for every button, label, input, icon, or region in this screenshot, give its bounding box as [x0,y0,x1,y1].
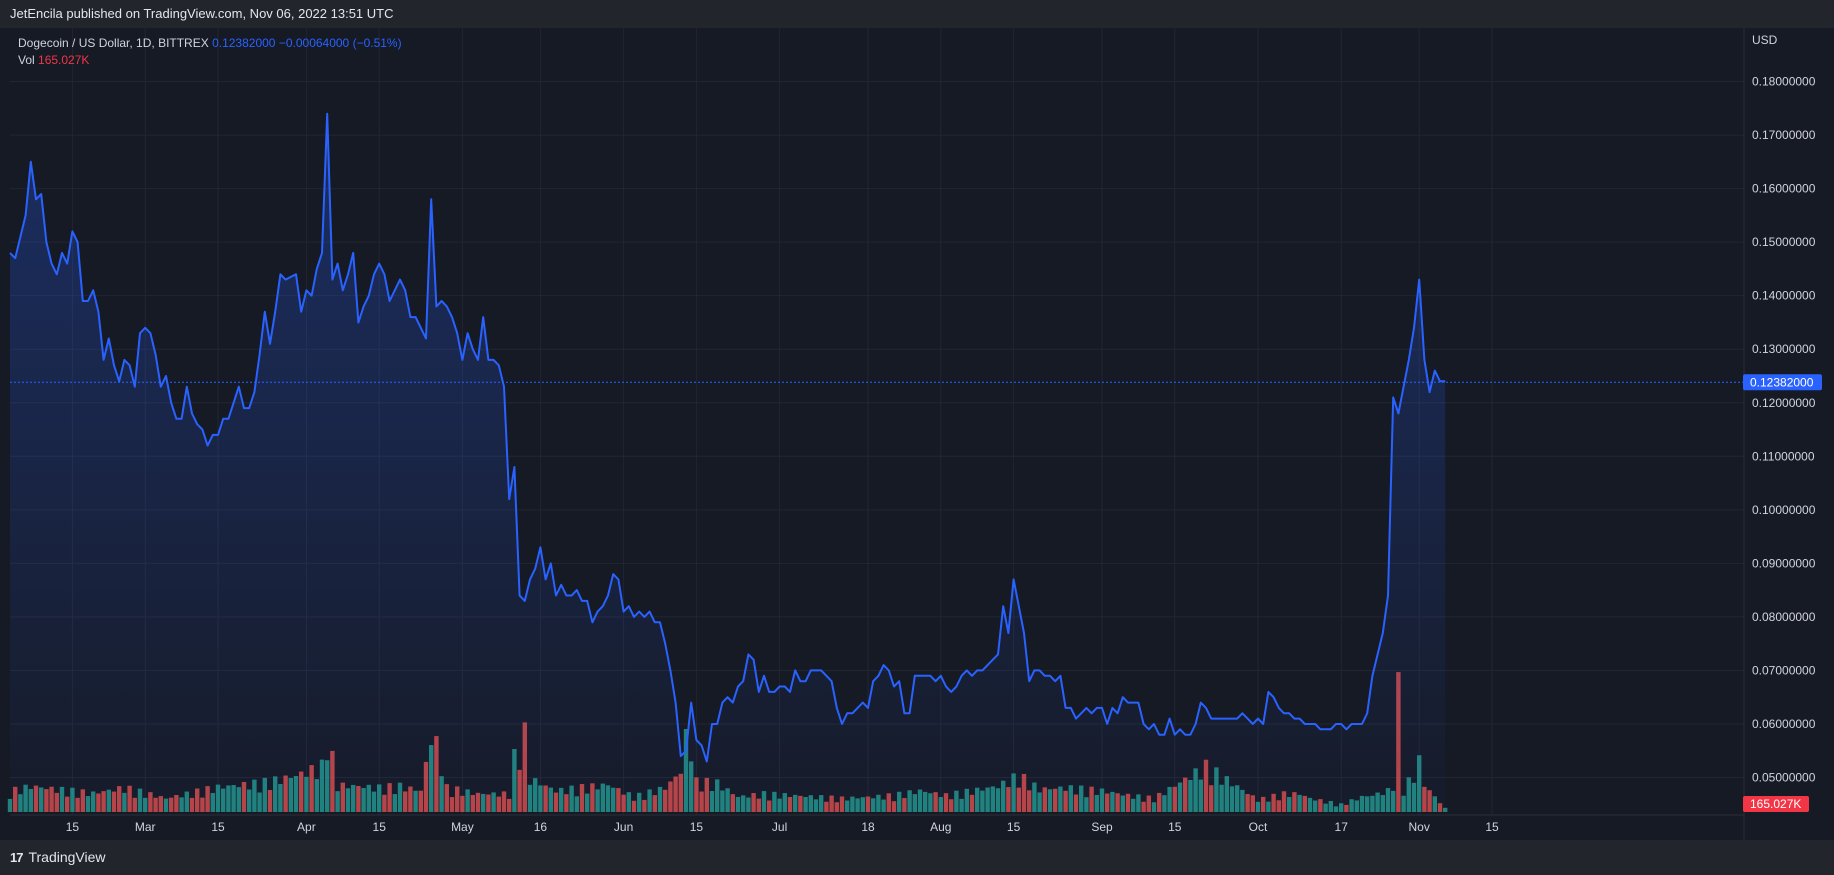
price-area-fill [10,113,1446,812]
y-tick-label: 0.10000000 [1752,503,1816,517]
x-tick-label: 15 [211,820,225,834]
last-volume-tag [1743,796,1809,812]
price-area [10,113,1446,812]
x-tick-label: Apr [297,820,316,834]
x-tick-label: May [451,820,474,834]
x-tick-label: 18 [861,820,875,834]
price-chart[interactable]: USD 0.05000000 0.06000000 0.07000000 0.0800… [0,28,1834,840]
x-tick-label: Mar [135,820,156,834]
y-tick-label: 0.08000000 [1752,610,1816,624]
x-tick-label: 17 [1335,820,1349,834]
x-tick-label: Jul [772,820,787,834]
y-tick-label: 0.13000000 [1752,342,1816,356]
volume-value: 165.027K [38,53,90,67]
y-tick-label: 0.17000000 [1752,128,1816,142]
symbol-change: −0.00064000 (−0.51%) [278,36,402,50]
x-tick-label: 15 [1007,820,1021,834]
x-tick-label: Aug [930,820,951,834]
y-tick-label: 0.14000000 [1752,289,1816,303]
price-line-path [9,112,1446,763]
volume-label[interactable]: Vol [18,53,35,67]
x-axis-ticks: 15 Mar 15 Apr 15 May 16 Jun 15 Jul 18 Aug 15 Sep 15 Oct… [66,820,1499,834]
y-tick-label: 0.18000000 [1752,75,1816,89]
x-tick-label: Sep [1091,820,1113,834]
y-axis-ticks: 0.05000000 0.06000000 0.07000000 0.08000000… [1752,75,1816,785]
tradingview-logo-icon: 17 [10,849,24,865]
tradingview-brand[interactable]: 17 TradingView [10,849,106,865]
last-price-tag [1743,374,1822,391]
y-tick-label: 0.07000000 [1752,663,1816,677]
y-tick-label: 0.16000000 [1752,182,1816,196]
chart-legend: Dogecoin / US Dollar, 1D, BITTREX 0.1238… [18,35,402,69]
y-tick-label: 0.11000000 [1752,449,1815,463]
volume-line: Vol 165.027K [18,52,402,69]
symbol-name[interactable]: Dogecoin / US Dollar, 1D, BITTREX [18,36,209,50]
x-tick-label: 15 [373,820,387,834]
x-tick-label: 15 [66,820,80,834]
last-volume-label: 165.027K [1750,797,1801,811]
top-bar: JetEncila published on TradingView.com, … [0,0,1834,28]
brand-name: TradingView [28,849,106,865]
publish-info: JetEncila published on TradingView.com, … [10,6,394,21]
symbol-line: Dogecoin / US Dollar, 1D, BITTREX 0.1238… [18,35,402,52]
last-price-label: 0.12382000 [1750,375,1814,389]
y-tick-label: 0.15000000 [1752,235,1816,249]
y-tick-label: 0.06000000 [1752,717,1816,731]
x-tick-label: Nov [1409,820,1430,834]
y-tick-label: 0.09000000 [1752,556,1816,570]
price-line [9,112,1446,763]
x-tick-label: Jun [614,820,633,834]
axes: USD [10,28,1778,840]
y-axis-unit: USD [1752,33,1778,47]
symbol-price: 0.12382000 [212,36,276,50]
x-tick-label: 16 [534,820,548,834]
y-tick-label: 0.05000000 [1752,771,1816,785]
x-tick-label: 15 [1485,820,1499,834]
last-price-marker: 0.12382000 165.027K [10,374,1822,812]
y-tick-label: 0.12000000 [1752,396,1816,410]
x-tick-label: 15 [690,820,704,834]
x-tick-label: Oct [1249,820,1268,834]
x-tick-label: 15 [1168,820,1182,834]
bottom-bar: 17 TradingView [0,840,1834,875]
